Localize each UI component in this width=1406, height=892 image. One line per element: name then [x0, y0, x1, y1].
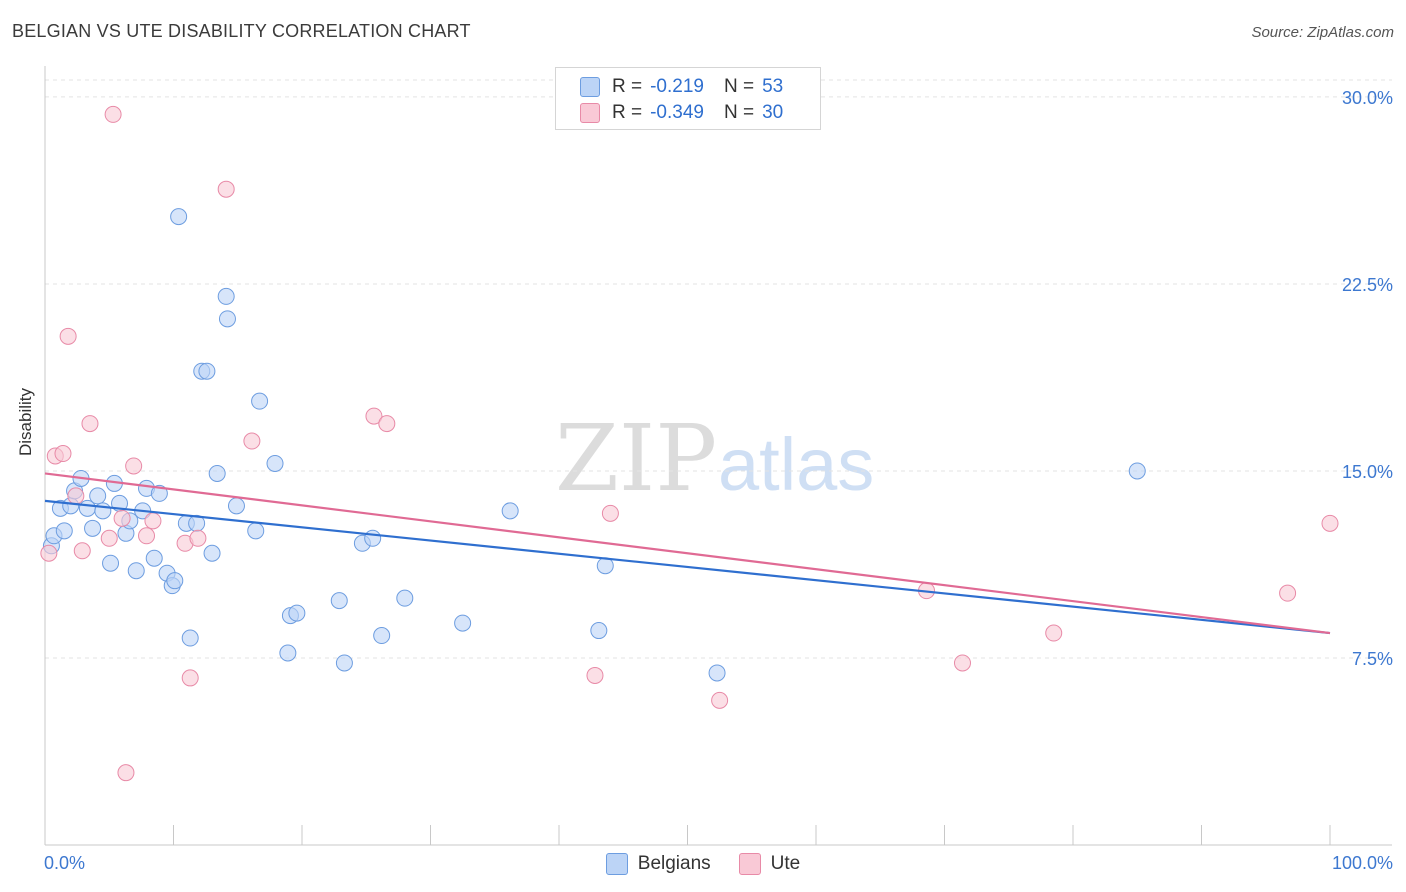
n-label: N = [723, 102, 755, 123]
n-label: N = [723, 76, 755, 97]
ute-trend-line [44, 472, 1331, 635]
chart-title: BELGIAN VS UTE DISABILITY CORRELATION CH… [12, 21, 471, 41]
ute-point [378, 415, 396, 433]
y-axis-title: Disability [16, 387, 35, 456]
y-tick-label: 22.5% [1342, 275, 1393, 295]
belgians-point [279, 644, 297, 662]
belgians-point [181, 629, 199, 647]
belgians-point [227, 497, 245, 515]
ute-point [217, 180, 235, 198]
ute-point [144, 512, 162, 530]
ute-point [365, 407, 383, 425]
ute-point [601, 504, 619, 522]
belgians-point [454, 614, 472, 632]
belgians-point [170, 208, 188, 226]
belgians-point [102, 554, 120, 572]
watermark-atlas: atlas [718, 423, 874, 506]
ute-point [100, 529, 118, 547]
ute-point [54, 445, 72, 463]
ute-point [73, 542, 91, 560]
belgians-point [590, 622, 608, 640]
belgians-point [1128, 462, 1146, 480]
ute-point [1045, 624, 1063, 642]
ute-point [138, 527, 156, 545]
belgians-point [166, 572, 184, 590]
ute-point [40, 544, 58, 562]
legend-item-ute[interactable]: Ute [738, 853, 801, 875]
belgians-point [198, 362, 216, 380]
ute-point [81, 415, 99, 433]
belgians-point [288, 604, 306, 622]
belgians-point [266, 454, 284, 472]
y-tick-label: 15.0% [1342, 462, 1393, 482]
belgians-point [84, 519, 102, 537]
belgians-point [501, 502, 519, 520]
ute-point [189, 529, 207, 547]
belgians-point [89, 487, 107, 505]
ute-point [125, 457, 143, 475]
y-tick-label: 7.5% [1352, 649, 1393, 669]
ute-point [67, 487, 85, 505]
belgians-trend-line [44, 499, 1331, 635]
legend-label-belgians: Belgians [637, 853, 711, 874]
ute-point [104, 105, 122, 123]
belgians-point [208, 464, 226, 482]
belgians-point [247, 522, 265, 540]
ute-point [1279, 584, 1297, 602]
y-tick-label: 30.0% [1342, 88, 1393, 108]
legend-item-belgians[interactable]: Belgians [605, 853, 711, 875]
stats-row-ute: R = -0.349 N = 30 [580, 100, 783, 126]
r-label: R = [612, 102, 643, 123]
ute-point [113, 509, 131, 527]
belgians-point [708, 664, 726, 682]
belgians-legend-swatch [605, 853, 628, 875]
x-tick-label: 100.0% [1332, 853, 1393, 873]
belgians-point [203, 544, 221, 562]
chart-legend: Belgians Ute [0, 852, 1406, 876]
ute-point [243, 432, 261, 450]
x-tick-label: 0.0% [44, 853, 85, 873]
n-value: 30 [762, 102, 784, 123]
correlation-stats-box: R = -0.219 N = 53 R = -0.349 N = 30 [555, 67, 821, 130]
watermark-zip: ZIP [555, 405, 717, 512]
ute-point [953, 654, 971, 672]
belgians-point [373, 627, 391, 645]
belgians-point [150, 484, 168, 502]
belgians-point [396, 589, 414, 607]
ute-point [181, 669, 199, 687]
ute-point [711, 691, 729, 709]
r-label: R = [612, 76, 643, 97]
n-value: 53 [762, 76, 784, 97]
belgians-point [55, 522, 73, 540]
stats-row-belgians: R = -0.219 N = 53 [580, 74, 783, 100]
ute-swatch [580, 103, 600, 123]
legend-label-ute: Ute [770, 853, 801, 874]
belgians-swatch [580, 77, 600, 97]
belgians-point [218, 310, 236, 328]
ute-point [117, 764, 135, 782]
belgians-point [335, 654, 353, 672]
belgians-point [251, 392, 269, 410]
belgians-point [145, 549, 163, 567]
belgians-point [364, 529, 382, 547]
ute-legend-swatch [738, 853, 761, 875]
belgians-point [217, 287, 235, 305]
r-value: -0.219 [650, 76, 704, 97]
belgians-point [127, 562, 145, 580]
r-value: -0.349 [650, 102, 704, 123]
ute-point [1321, 514, 1339, 532]
ute-point [59, 327, 77, 345]
belgians-point [330, 592, 348, 610]
ute-point [586, 666, 604, 684]
source-label: Source: ZipAtlas.com [1251, 24, 1394, 41]
